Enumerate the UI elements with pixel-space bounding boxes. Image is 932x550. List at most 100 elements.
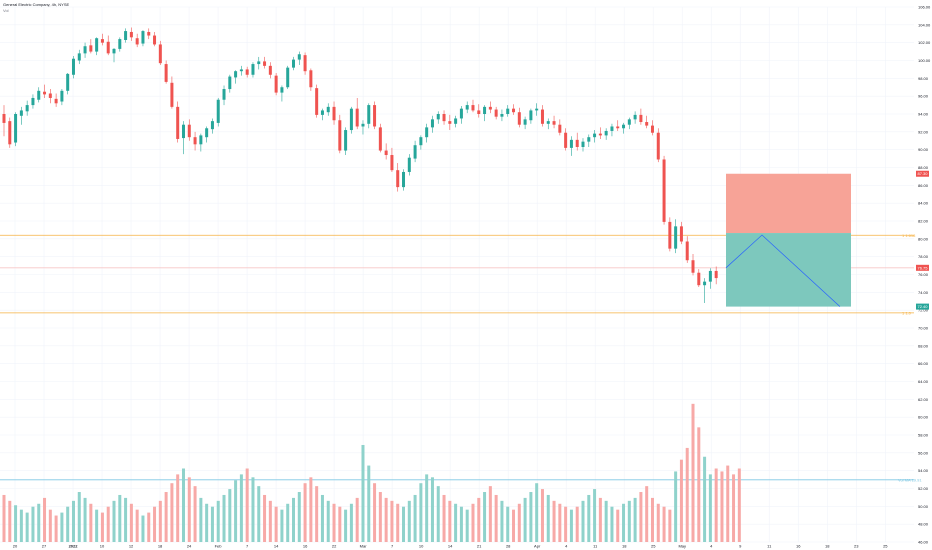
price-tick-label: 88.00: [918, 165, 929, 170]
volume-bar: [176, 474, 180, 542]
volume-ma-label: Vol MA 19.91: [898, 477, 922, 482]
time-tick-label: 22: [332, 544, 337, 549]
volume-bar: [228, 489, 232, 542]
volume-bar: [158, 500, 162, 542]
candle-body: [199, 135, 203, 145]
volume-bar: [37, 503, 41, 542]
volume-bar: [245, 468, 249, 542]
volume-bar: [60, 512, 64, 542]
candle-body: [656, 132, 660, 160]
candle-body: [349, 108, 353, 131]
position-tool[interactable]: [725, 173, 851, 307]
candle-body: [512, 108, 516, 113]
candle-body: [494, 109, 498, 117]
time-tick-label: 20: [13, 544, 18, 549]
price-axis[interactable]: 106.00 104.00 102.00 100.00 98.00 96.00 94.00 9…: [916, 5, 931, 545]
volume-bar: [210, 506, 214, 542]
volume-bar: [384, 497, 388, 542]
candle-body: [268, 65, 272, 75]
price-tag-label: 76.75: [918, 265, 929, 270]
candle-body: [552, 121, 556, 125]
candle-body: [471, 105, 475, 111]
volume-bar: [448, 500, 452, 542]
candle-body: [598, 133, 602, 136]
volume-bar: [83, 497, 87, 542]
price-tick-label: 70.00: [918, 326, 929, 331]
candle-body: [604, 130, 608, 136]
volume-bar: [633, 497, 637, 542]
volume-bar: [708, 474, 712, 542]
candle-body: [222, 89, 226, 100]
volume-bar: [31, 506, 35, 542]
volume-bar: [494, 494, 498, 542]
volume-bar: [610, 506, 614, 542]
volume-bar: [546, 494, 550, 542]
volume-bar: [181, 468, 185, 542]
volume-bar: [216, 500, 220, 542]
time-tick-label: Apr: [534, 544, 541, 549]
chart-header: General Electric Company, 4h, NYSE Vol: [3, 2, 69, 14]
price-tick-label: 64.00: [918, 379, 929, 384]
time-tick-label: 24: [187, 544, 192, 549]
candle-body: [517, 112, 521, 125]
volume-bar: [488, 486, 492, 542]
volume-bar: [575, 506, 579, 542]
price-tick-label: 52.00: [918, 486, 929, 491]
volume-bar: [645, 486, 649, 542]
volume-bar: [280, 509, 284, 542]
candle-body: [112, 48, 116, 54]
candle-body: [344, 130, 348, 151]
time-tick-label: Feb: [215, 544, 223, 549]
candle-body: [19, 110, 23, 116]
time-tick-label: 12: [129, 544, 134, 549]
candle-body: [378, 127, 382, 151]
candle-body: [436, 114, 440, 120]
volume-bar: [367, 465, 371, 542]
volume-bar: [593, 489, 597, 542]
volume-bar: [459, 506, 463, 542]
candle-body: [315, 88, 319, 115]
price-tick-label: 76.00: [918, 272, 929, 277]
volume-bar: [419, 483, 423, 542]
time-tick-label: Mar: [360, 544, 368, 549]
volume-bar: [529, 492, 533, 542]
candle-body: [581, 141, 585, 147]
candle-body: [100, 39, 104, 43]
candle-body: [193, 137, 197, 145]
volume-bar: [604, 500, 608, 542]
price-tick-label: 58.00: [918, 433, 929, 438]
volume-bar: [153, 506, 157, 542]
candle-body: [384, 150, 388, 156]
candle-body: [708, 270, 712, 282]
candle-body: [546, 121, 550, 124]
volume-bar: [170, 483, 174, 542]
volume-bar: [77, 492, 81, 542]
time-axis[interactable]: 20 27 2022 10 12 18 24 Feb 7 14 16 22 Mar 7 10 14 21 28 Ap…: [13, 544, 889, 549]
volume-bar: [691, 403, 695, 542]
candle-body: [292, 59, 295, 68]
candle-body: [338, 120, 342, 151]
candle-body: [309, 70, 313, 88]
price-tick-label: 92.00: [918, 129, 929, 134]
candle-body: [396, 170, 400, 188]
time-tick-label: 27: [42, 544, 47, 549]
candle-body: [54, 98, 58, 104]
candle-body: [558, 124, 562, 133]
candle-body: [48, 93, 52, 98]
time-tick-label: 18: [158, 544, 163, 549]
candle-body: [407, 157, 411, 172]
time-tick-label: 11: [767, 544, 772, 549]
volume-bar: [355, 497, 359, 542]
price-tick-label: 106.00: [918, 5, 931, 10]
time-tick-label: 25: [883, 544, 888, 549]
volume-bar: [540, 489, 544, 542]
price-tick-label: 102.00: [918, 40, 931, 45]
volume-bar: [442, 494, 446, 542]
price-tag: [916, 303, 929, 310]
volume-bar: [396, 503, 400, 542]
volume-bar: [465, 509, 469, 542]
candlesticks: [2, 27, 718, 304]
candle-body: [703, 281, 707, 286]
volume-bar: [627, 500, 631, 542]
